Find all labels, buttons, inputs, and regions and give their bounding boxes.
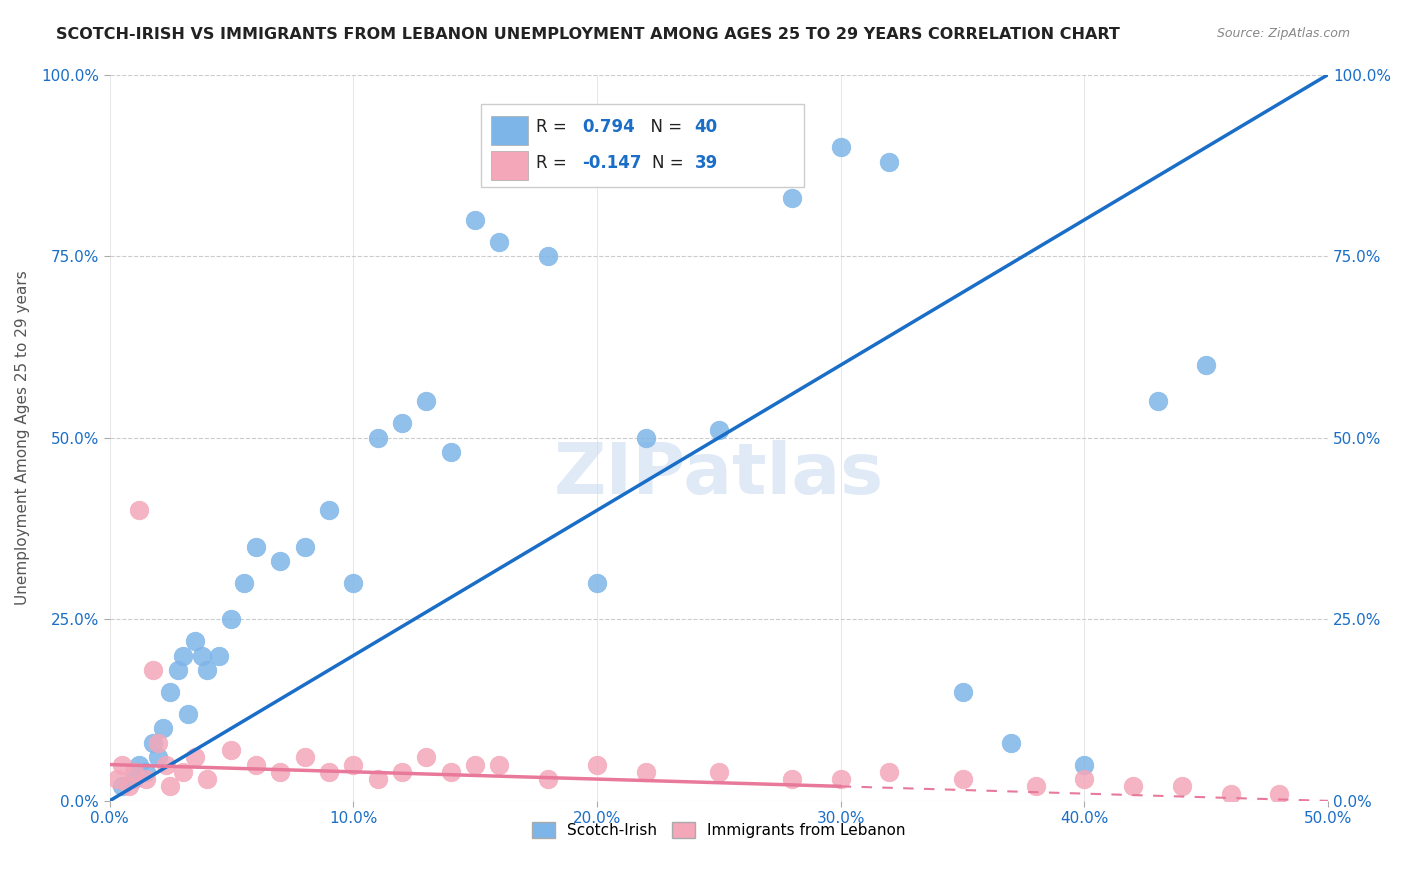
- Point: [294, 750, 316, 764]
- Point: [391, 416, 413, 430]
- Point: [1025, 780, 1047, 794]
- Point: [269, 554, 291, 568]
- Text: 0.794: 0.794: [582, 118, 636, 136]
- Point: [464, 212, 486, 227]
- Point: [367, 772, 389, 786]
- Point: [342, 757, 364, 772]
- Text: N =: N =: [640, 118, 688, 136]
- Point: [440, 445, 463, 459]
- Point: [440, 764, 463, 779]
- Text: N =: N =: [652, 154, 689, 172]
- Point: [830, 140, 852, 154]
- Point: [830, 772, 852, 786]
- Text: 39: 39: [695, 154, 717, 172]
- Point: [195, 663, 218, 677]
- Point: [294, 540, 316, 554]
- Point: [135, 764, 157, 779]
- Point: [159, 780, 181, 794]
- Point: [269, 764, 291, 779]
- Point: [634, 431, 657, 445]
- Point: [1171, 780, 1194, 794]
- Point: [488, 757, 510, 772]
- Point: [952, 685, 974, 699]
- Point: [166, 663, 188, 677]
- Point: [879, 764, 901, 779]
- Point: [245, 757, 267, 772]
- Point: [111, 757, 134, 772]
- Text: 40: 40: [695, 118, 717, 136]
- FancyBboxPatch shape: [491, 151, 527, 180]
- Point: [780, 772, 803, 786]
- Point: [221, 743, 243, 757]
- Point: [195, 772, 218, 786]
- Point: [537, 772, 560, 786]
- Point: [245, 540, 267, 554]
- Point: [128, 757, 150, 772]
- Point: [1073, 757, 1095, 772]
- Point: [184, 750, 207, 764]
- Point: [128, 503, 150, 517]
- Point: [155, 757, 177, 772]
- Point: [105, 772, 128, 786]
- Point: [172, 648, 194, 663]
- Point: [318, 503, 340, 517]
- Point: [1122, 780, 1144, 794]
- Point: [1073, 772, 1095, 786]
- Point: [537, 249, 560, 263]
- Point: [176, 706, 198, 721]
- Point: [464, 757, 486, 772]
- Point: [342, 576, 364, 591]
- Text: -0.147: -0.147: [582, 154, 643, 172]
- Point: [184, 634, 207, 648]
- Point: [879, 154, 901, 169]
- Point: [152, 721, 174, 735]
- Y-axis label: Unemployment Among Ages 25 to 29 years: Unemployment Among Ages 25 to 29 years: [15, 270, 30, 605]
- Point: [1000, 736, 1022, 750]
- FancyBboxPatch shape: [491, 116, 527, 145]
- Point: [1268, 787, 1291, 801]
- Text: ZIPatlas: ZIPatlas: [554, 440, 884, 508]
- Point: [488, 235, 510, 249]
- Point: [142, 736, 165, 750]
- Point: [142, 663, 165, 677]
- Point: [221, 612, 243, 626]
- Text: Source: ZipAtlas.com: Source: ZipAtlas.com: [1216, 27, 1350, 40]
- Point: [122, 764, 145, 779]
- Text: R =: R =: [536, 154, 572, 172]
- Point: [148, 750, 170, 764]
- Point: [1219, 787, 1241, 801]
- Point: [1195, 358, 1218, 372]
- Point: [586, 576, 609, 591]
- Point: [122, 772, 145, 786]
- Point: [707, 764, 730, 779]
- Point: [318, 764, 340, 779]
- Point: [415, 750, 437, 764]
- Point: [111, 780, 134, 794]
- Point: [780, 191, 803, 205]
- FancyBboxPatch shape: [481, 103, 804, 187]
- Point: [634, 764, 657, 779]
- Point: [159, 685, 181, 699]
- Point: [391, 764, 413, 779]
- Point: [367, 431, 389, 445]
- Point: [415, 394, 437, 409]
- Point: [1146, 394, 1168, 409]
- Point: [232, 576, 254, 591]
- Point: [172, 764, 194, 779]
- Point: [707, 424, 730, 438]
- Point: [208, 648, 231, 663]
- Point: [135, 772, 157, 786]
- Point: [118, 780, 141, 794]
- Point: [148, 736, 170, 750]
- Text: SCOTCH-IRISH VS IMMIGRANTS FROM LEBANON UNEMPLOYMENT AMONG AGES 25 TO 29 YEARS C: SCOTCH-IRISH VS IMMIGRANTS FROM LEBANON …: [56, 27, 1121, 42]
- Point: [191, 648, 214, 663]
- Point: [952, 772, 974, 786]
- Point: [586, 757, 609, 772]
- Legend: Scotch-Irish, Immigrants from Lebanon: Scotch-Irish, Immigrants from Lebanon: [526, 816, 912, 844]
- Text: R =: R =: [536, 118, 572, 136]
